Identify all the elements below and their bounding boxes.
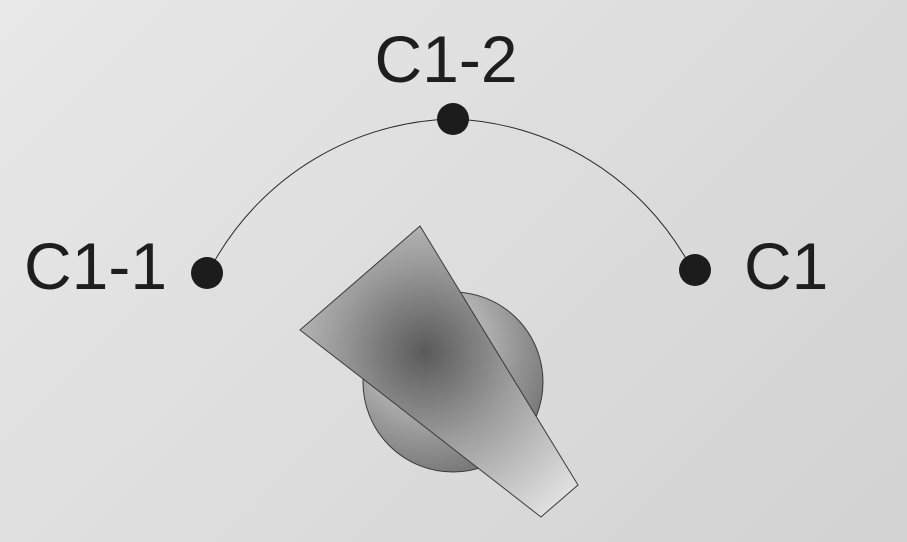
knob-handle[interactable] [299, 225, 579, 518]
position-dot-c1-2[interactable] [437, 103, 469, 135]
position-label-c1-1: C1-1 [24, 229, 167, 303]
position-dot-c1[interactable] [679, 254, 711, 286]
position-label-c1: C1 [744, 229, 828, 303]
position-arc [213, 118, 689, 263]
position-label-c1-2: C1-2 [374, 22, 517, 96]
position-dot-c1-1[interactable] [191, 257, 223, 289]
